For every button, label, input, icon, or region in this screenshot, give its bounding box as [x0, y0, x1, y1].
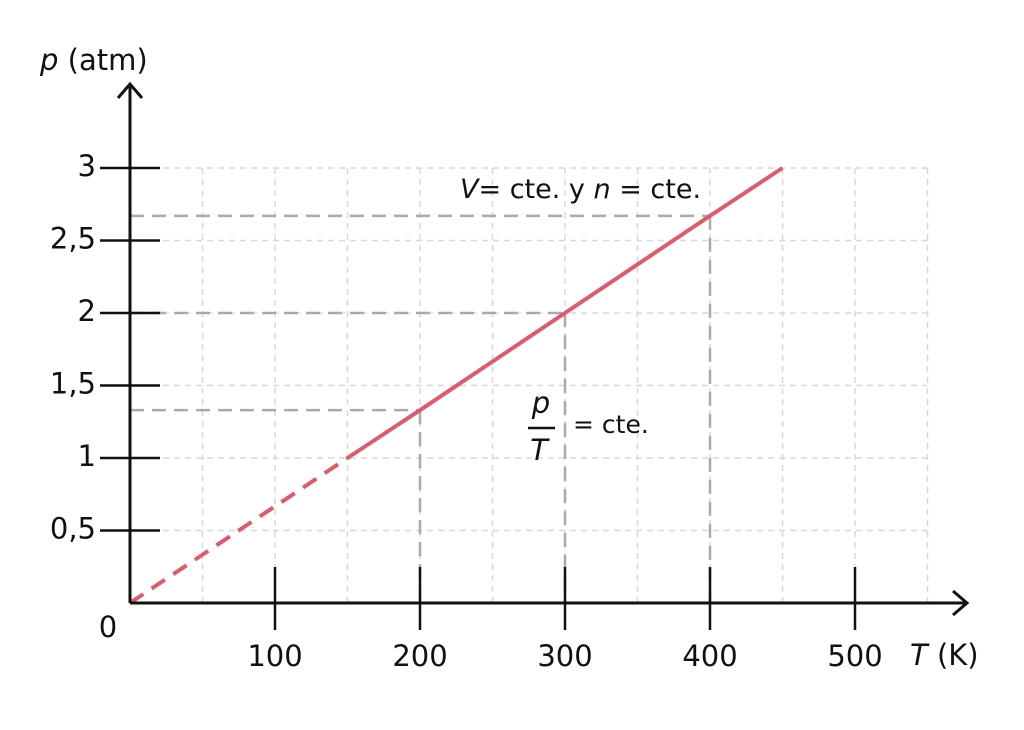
annotation-top: V= cte. y n = cte. — [460, 174, 701, 205]
y-label-unit: (atm) — [68, 43, 148, 77]
annotation-eq2: = cte. — [619, 174, 701, 205]
y-label-var: p — [39, 43, 58, 77]
guides — [130, 214, 712, 603]
x-label-unit: (K) — [937, 638, 979, 672]
y-tick-label: 1 — [78, 439, 96, 473]
line-series — [128, 456, 349, 605]
annotation-v: V — [460, 174, 481, 205]
grid — [130, 167, 929, 603]
x-label-var: T — [910, 638, 930, 672]
fraction-denominator: T — [530, 433, 550, 467]
y-tick-label: 0,5 — [50, 512, 96, 546]
y-tick-label: 3 — [78, 149, 96, 183]
annotation-eq1: = cte. y — [478, 174, 584, 205]
y-label: p (atm) — [39, 43, 148, 77]
fraction-eq: = cte. — [573, 410, 649, 439]
y-tick-label: 1,5 — [50, 367, 96, 401]
x-tick-label: 500 — [827, 639, 882, 673]
marks — [128, 166, 784, 605]
line-series — [346, 166, 784, 460]
fraction-numerator: p — [531, 386, 550, 420]
ticks: 0,5 1 1,5 2 2,5 3 0 100 200 300 400 500 — [50, 149, 883, 673]
x-label: T (K) — [910, 638, 979, 672]
x-tick-label: 200 — [392, 639, 447, 673]
origin-label: 0 — [99, 610, 117, 644]
annotation-n: n — [593, 174, 610, 205]
x-tick-label: 100 — [247, 639, 302, 673]
y-arrow — [116, 81, 144, 99]
y-tick-label: 2 — [78, 294, 96, 328]
y-tick-label: 2,5 — [50, 222, 96, 256]
x-tick-label: 300 — [537, 639, 592, 673]
x-arrow — [952, 589, 970, 617]
x-tick-label: 400 — [682, 639, 737, 673]
